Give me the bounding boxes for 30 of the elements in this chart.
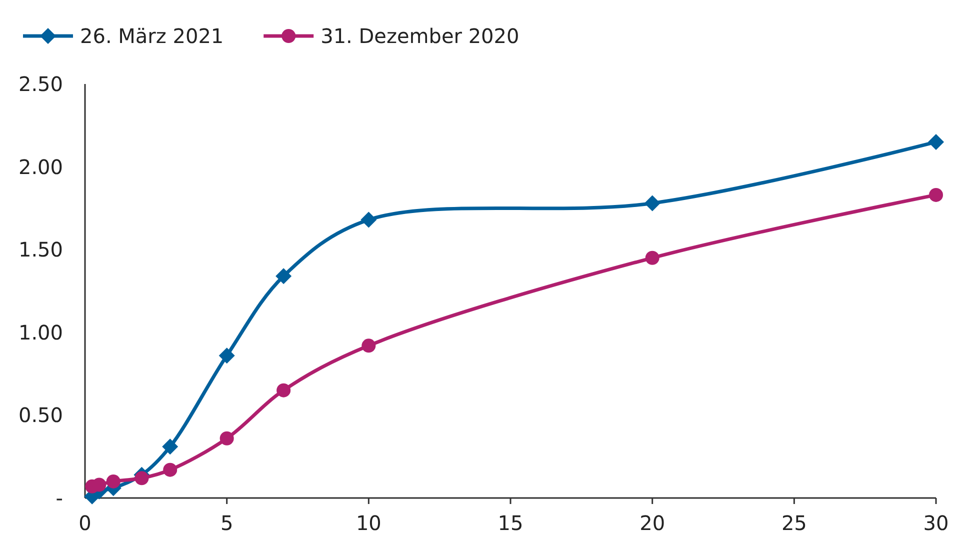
point <box>163 462 178 477</box>
point <box>162 438 178 455</box>
point <box>276 268 292 284</box>
point <box>644 195 660 212</box>
point <box>106 474 120 488</box>
y-tick-label: 2.00 <box>18 154 63 179</box>
legend-label: 26. März 2021 <box>80 24 224 48</box>
y-tick-label: - <box>56 486 63 510</box>
point <box>929 188 943 202</box>
point <box>276 383 291 398</box>
x-tick-label: 0 <box>78 511 92 535</box>
x-tick-label: 5 <box>220 511 234 535</box>
point <box>220 431 234 446</box>
point <box>928 134 944 150</box>
point <box>218 348 235 364</box>
x-tick-label: 20 <box>640 511 666 535</box>
y-tick-label: 1.50 <box>18 238 63 262</box>
point <box>92 478 106 492</box>
y-tick-label: 0.50 <box>18 403 63 428</box>
point <box>362 338 376 353</box>
point <box>645 250 660 265</box>
point <box>360 212 377 228</box>
x-tick-label: 30 <box>923 511 949 535</box>
y-tick-label: 2.50 <box>18 72 63 96</box>
y-tick-label: 1.00 <box>18 320 63 344</box>
x-tick-label: 10 <box>356 511 382 535</box>
x-tick-label: 25 <box>781 511 807 535</box>
point <box>134 471 149 486</box>
legend-label: 31. Dezember 2020 <box>320 24 520 48</box>
x-tick-label: 15 <box>498 511 524 535</box>
